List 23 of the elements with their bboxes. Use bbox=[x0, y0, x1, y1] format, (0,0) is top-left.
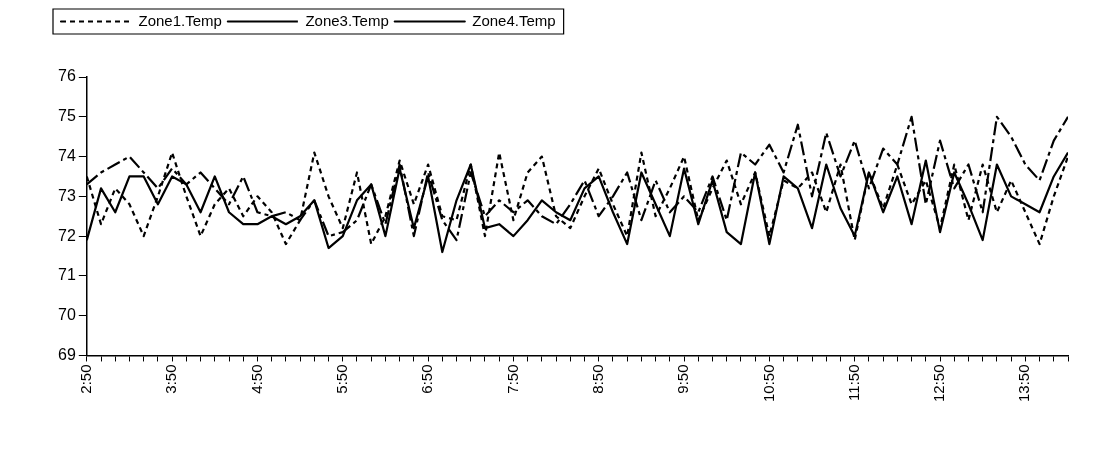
x-tick-label: 2:50 bbox=[76, 364, 94, 394]
x-tick-label: 6:50 bbox=[418, 364, 436, 394]
x-tick-label: 12:50 bbox=[930, 364, 948, 403]
y-tick-label: 75 bbox=[58, 107, 76, 125]
x-tick-label: 4:50 bbox=[247, 364, 265, 394]
y-tick-label: 73 bbox=[58, 186, 76, 204]
x-tick-label: 11:50 bbox=[844, 364, 862, 401]
x-tick-label: 9:50 bbox=[674, 364, 692, 394]
x-tick-label: 13:50 bbox=[1015, 364, 1033, 403]
y-tick-label: 76 bbox=[58, 67, 76, 85]
legend-label: Zone3.Temp bbox=[305, 11, 389, 29]
y-tick-label: 72 bbox=[58, 226, 76, 244]
y-tick-label: 70 bbox=[58, 306, 76, 324]
y-tick-label: 74 bbox=[58, 146, 76, 164]
legend-label: Zone1.Temp bbox=[138, 11, 222, 29]
legend-label: Zone4.Temp bbox=[472, 11, 556, 29]
x-tick-label: 10:50 bbox=[759, 364, 777, 403]
x-tick-label: 3:50 bbox=[162, 364, 180, 394]
x-tick-label: 8:50 bbox=[588, 364, 606, 394]
y-tick-label: 71 bbox=[58, 266, 76, 284]
y-tick-label: 69 bbox=[58, 345, 76, 363]
x-tick-label: 5:50 bbox=[332, 364, 350, 394]
x-tick-label: 7:50 bbox=[503, 364, 521, 394]
